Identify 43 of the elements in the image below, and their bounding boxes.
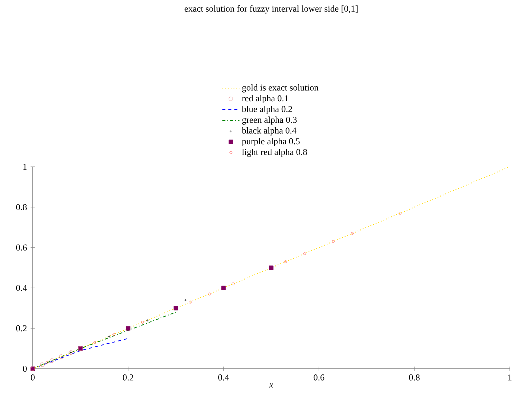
x-tick-label: 0.2 [123, 374, 134, 381]
point [398, 212, 402, 215]
chart-title: exact solution for fuzzy interval lower side [0,1] [184, 6, 358, 14]
point [184, 298, 188, 302]
legend-label: light red alpha 0.8 [242, 148, 308, 158]
legend-label: purple alpha 0.5 [242, 138, 300, 146]
x-tick-label: 0.6 [314, 374, 325, 381]
x-tick-label: 0.4 [218, 374, 230, 381]
legend-label: red alpha 0.1 [242, 95, 288, 104]
x-tick-label: 0 [31, 374, 35, 381]
point [174, 306, 178, 311]
point [351, 232, 354, 236]
point [222, 286, 226, 290]
point [189, 300, 192, 304]
point [112, 333, 116, 336]
point [40, 362, 45, 368]
point [108, 335, 111, 338]
point [141, 321, 144, 324]
point [50, 358, 54, 364]
y-tick-label: 0 [23, 366, 27, 372]
y-tick-label: 0.6 [16, 244, 28, 251]
point [303, 252, 306, 256]
y-tick-label: 0.8 [16, 204, 27, 210]
legend-label: black alpha 0.4 [242, 128, 297, 136]
x-tick-label: 1 [508, 374, 512, 381]
y-tick-label: 1 [24, 164, 27, 170]
point [146, 319, 149, 322]
point [284, 260, 288, 264]
legend-label: blue alpha 0.2 [242, 106, 292, 114]
point [126, 326, 131, 331]
point [59, 354, 64, 360]
x-axis-title: x [269, 384, 274, 388]
x-tick-label: 0.8 [409, 374, 420, 381]
point [332, 240, 335, 244]
y-tick-label: 0.4 [16, 285, 28, 292]
point [269, 266, 274, 270]
legend-label: green alpha 0.3 [242, 116, 297, 125]
point [46, 362, 49, 364]
point [208, 292, 211, 296]
y-tick-label: 0.2 [16, 326, 27, 332]
legend-label: gold is exact solution [242, 84, 319, 93]
point [232, 282, 235, 286]
point [94, 341, 96, 344]
